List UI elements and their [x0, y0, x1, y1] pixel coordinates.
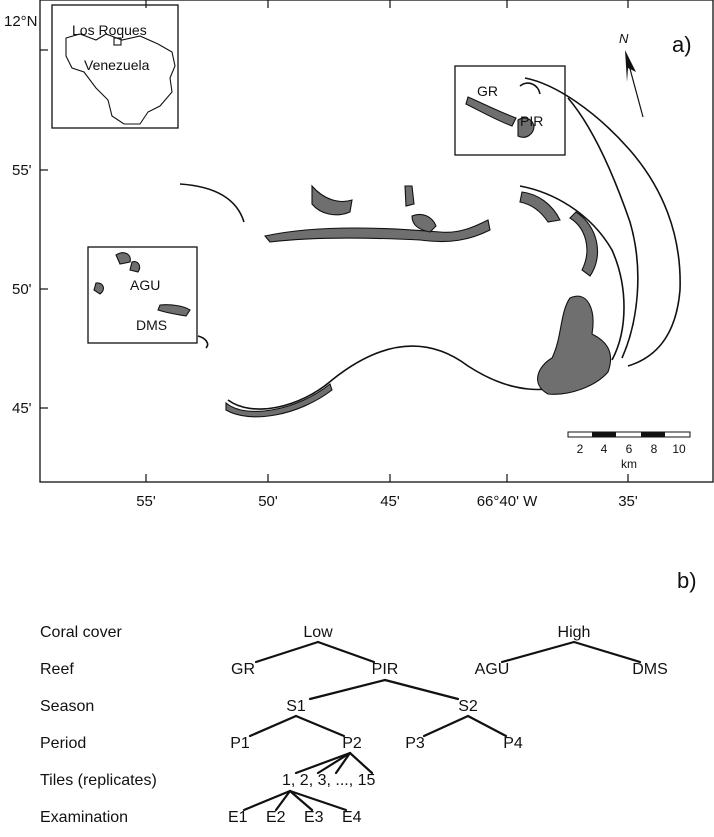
venezuela-outline: [65, 33, 176, 125]
southern-reef: [227, 345, 591, 410]
island-cay: [404, 185, 415, 207]
node-exam-e3: E3: [304, 809, 324, 826]
inset-label-los-roques: Los Roques: [72, 22, 147, 38]
panel-label-b: b): [677, 568, 697, 593]
left-ticks: [40, 49, 48, 409]
scale-tick: 4: [601, 442, 608, 456]
x-tick-label: 45': [380, 493, 400, 510]
node-reef-agu: AGU: [475, 661, 510, 678]
gr-island: [465, 96, 517, 127]
x-tick-label: 66°40' W: [477, 493, 538, 510]
x-tick-label: 55': [136, 493, 156, 510]
y-tick-label: 50': [12, 281, 32, 298]
top-ticks: [145, 0, 629, 8]
inset-frame: [51, 4, 179, 129]
y-tick-label: 12°N: [4, 13, 38, 30]
scale-bar: 2 4 6 8 10 km: [567, 431, 691, 471]
agu-island: [129, 261, 141, 273]
north-arrow: N: [619, 31, 644, 118]
site-label-pir: PIR: [520, 113, 543, 129]
map-frame: [39, 0, 714, 483]
ne-reef: [519, 82, 541, 95]
row-label: Tiles (replicates): [40, 772, 157, 789]
site-label-gr: GR: [477, 83, 498, 99]
row-label: Coral cover: [40, 624, 122, 641]
bottom-ticks: [145, 474, 629, 482]
inset-label-venezuela: Venezuela: [84, 57, 150, 73]
row-label: Reef: [40, 661, 74, 678]
row-label: Examination: [40, 809, 128, 826]
southeastern-island: [537, 295, 612, 395]
node-exam-e1: E1: [228, 809, 248, 826]
agu-island: [93, 282, 105, 295]
inner-barrier-reef: [519, 185, 625, 361]
scale-tick: 6: [626, 442, 633, 456]
eastern-island: [569, 211, 599, 277]
design-panel: b) Coral cover Reef Season Period Tiles …: [40, 568, 697, 826]
western-reef: [179, 183, 245, 223]
node-exam-e4: E4: [342, 809, 362, 826]
sw-reef: [197, 335, 209, 349]
node-season-s1: S1: [286, 698, 306, 715]
node-tiles: 1, 2, 3, ..., 15: [282, 772, 375, 789]
row-label: Period: [40, 735, 86, 752]
node-period-p1: P1: [230, 735, 250, 752]
tree-edges: [242, 640, 642, 812]
island-cay: [311, 184, 353, 216]
node-coral-high: High: [558, 624, 591, 641]
node-reef-pir: PIR: [372, 661, 399, 678]
agu-island: [115, 252, 131, 265]
study-box-gr-pir: [454, 65, 566, 156]
node-reef-dms: DMS: [632, 661, 668, 678]
pir-island: [517, 117, 535, 138]
study-box-agu-dms: [87, 246, 198, 344]
y-tick-label: 55': [12, 162, 32, 179]
x-tick-label: 35': [618, 493, 638, 510]
node-period-p4: P4: [503, 735, 523, 752]
barrier-reef-fragment: [567, 97, 639, 359]
node-exam-e2: E2: [266, 809, 286, 826]
scale-tick: 10: [672, 442, 686, 456]
north-label: N: [619, 31, 629, 46]
site-label-agu: AGU: [130, 277, 160, 293]
central-reef-chain: [263, 219, 491, 243]
map-panel: 12°N 55' 50' 45' 55' 50' 45' 66°40' W 35…: [4, 0, 714, 510]
x-tick-label: 50': [258, 493, 278, 510]
southern-cay: [225, 383, 333, 418]
scale-unit: km: [621, 457, 637, 471]
los-roques-marker: [113, 37, 122, 46]
node-period-p2: P2: [342, 735, 362, 752]
row-label: Season: [40, 698, 94, 715]
y-tick-label: 45': [12, 400, 32, 417]
site-label-dms: DMS: [136, 317, 167, 333]
location-inset: Los Roques Venezuela: [51, 4, 179, 129]
dms-island: [157, 304, 191, 317]
node-coral-low: Low: [303, 624, 333, 641]
island-cay: [411, 213, 437, 233]
node-period-p3: P3: [405, 735, 425, 752]
scale-tick: 8: [651, 442, 658, 456]
eastern-barrier-reef: [524, 77, 681, 367]
panel-label-a: a): [672, 32, 692, 57]
scale-tick: 2: [577, 442, 584, 456]
node-season-s2: S2: [458, 698, 478, 715]
node-reef-gr: GR: [231, 661, 255, 678]
eastern-island: [519, 191, 561, 223]
